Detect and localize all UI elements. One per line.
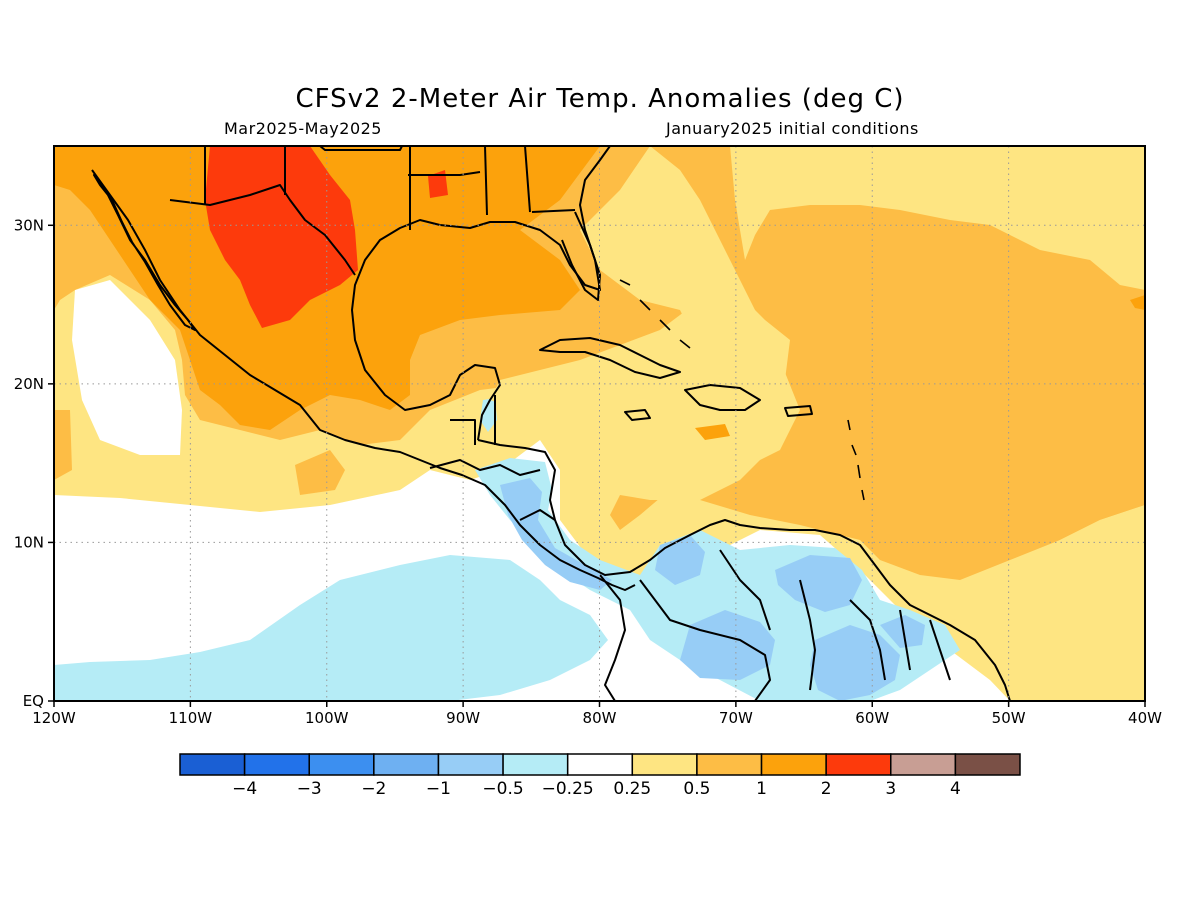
colorbar-label: −1 <box>426 779 451 799</box>
anomaly-shading <box>54 146 1145 701</box>
colorbar-label: 3 <box>885 779 896 799</box>
colorbar-swatch <box>179 753 246 776</box>
field-yellow-atlantic-south <box>960 505 1145 701</box>
coast-bahamas <box>619 279 691 349</box>
colorbar-label: 0.25 <box>613 779 651 799</box>
axis-labels: 120W 110W 100W 90W 80W 70W 60W 50W 40W EQ 10N 20N 30… <box>14 216 1162 727</box>
coast-florida <box>561 211 601 301</box>
coast-gulf-of-mexico <box>351 146 611 441</box>
colorbar-swatch <box>502 753 569 776</box>
tick-label-lat: 30N <box>14 216 44 234</box>
initial-conditions: January2025 initial conditions <box>666 119 919 138</box>
coast-jamaica <box>624 409 651 421</box>
colorbar-label: −3 <box>297 779 322 799</box>
field-orange-atlantic-a <box>1130 295 1145 310</box>
border-central-america <box>429 395 556 521</box>
field-red-texas <box>428 170 448 198</box>
colorbar-swatch <box>954 753 1021 776</box>
coastlines <box>91 146 1011 701</box>
tick-label-lon: 60W <box>855 709 889 727</box>
colorbar-label: 4 <box>950 779 961 799</box>
border-us-states <box>204 146 576 230</box>
field-yellow-atlantic-north <box>730 146 1145 290</box>
coast-caribbean-central-america <box>477 439 1011 701</box>
colorbar-swatch <box>437 753 504 776</box>
field-blue-amazon-west <box>680 610 775 680</box>
field-red-mexico <box>205 146 358 328</box>
field-blue-central-america <box>500 478 612 590</box>
field-blue-venezuela <box>775 555 862 612</box>
colorbar-swatch <box>890 753 957 776</box>
field-near-zero-baja <box>72 280 182 455</box>
coast-pacific-mexico <box>91 169 636 591</box>
colorbar-swatch <box>373 753 440 776</box>
field-orange-light-west-edge <box>54 410 72 480</box>
colorbar-label: 2 <box>821 779 832 799</box>
coast-cuba <box>539 337 681 379</box>
border-us-mexico <box>169 184 356 276</box>
tick-label-lat: EQ <box>23 692 44 710</box>
colorbar: −4 −3 −2 −1 −0.5 −0.25 0.25 0.5 1 2 3 4 <box>179 753 1021 799</box>
tick-label-lon: 110W <box>169 709 213 727</box>
tick-label-lon: 100W <box>305 709 349 727</box>
colorbar-swatch <box>243 753 310 776</box>
colorbar-swatch <box>566 753 634 776</box>
tick-label-lon: 90W <box>446 709 480 727</box>
tick-label-lon: 70W <box>719 709 753 727</box>
forecast-period: Mar2025-May2025 <box>224 119 382 138</box>
tick-label-lon: 120W <box>32 709 76 727</box>
field-orange-light-east-pacific <box>295 450 345 495</box>
field-light-blue-yucatan <box>480 398 497 432</box>
coast-lesser-antilles <box>847 419 865 501</box>
colorbar-swatch <box>631 753 698 776</box>
colorbar-label: −0.25 <box>542 779 594 799</box>
chart-title: CFSv2 2-Meter Air Temp. Anomalies (deg C… <box>295 84 905 114</box>
graticule <box>54 146 1145 701</box>
colorbar-label: 0.5 <box>683 779 710 799</box>
field-blue-guianas <box>880 615 925 648</box>
tick-label-lon: 50W <box>992 709 1026 727</box>
tick-label-lat: 10N <box>14 533 44 551</box>
colorbar-swatch <box>308 753 375 776</box>
tick-label-lon: 40W <box>1128 709 1162 727</box>
field-yellow-caribbean <box>490 300 790 500</box>
coast-puerto-rico <box>784 405 813 417</box>
colorbar-swatch <box>760 753 827 776</box>
field-orange-atlantic-b <box>695 424 730 440</box>
colorbar-label: −4 <box>232 779 257 799</box>
tick-label-lat: 20N <box>14 375 44 393</box>
colorbar-label: −2 <box>361 779 386 799</box>
colorbar-label: 1 <box>756 779 767 799</box>
field-light-blue-pacific <box>54 555 608 701</box>
colorbar-swatch <box>696 753 763 776</box>
border-south-america <box>599 549 951 701</box>
tick-label-lon: 80W <box>583 709 617 727</box>
coast-hispaniola <box>684 384 761 411</box>
colorbar-swatch <box>825 753 892 776</box>
colorbar-label: −0.5 <box>482 779 523 799</box>
